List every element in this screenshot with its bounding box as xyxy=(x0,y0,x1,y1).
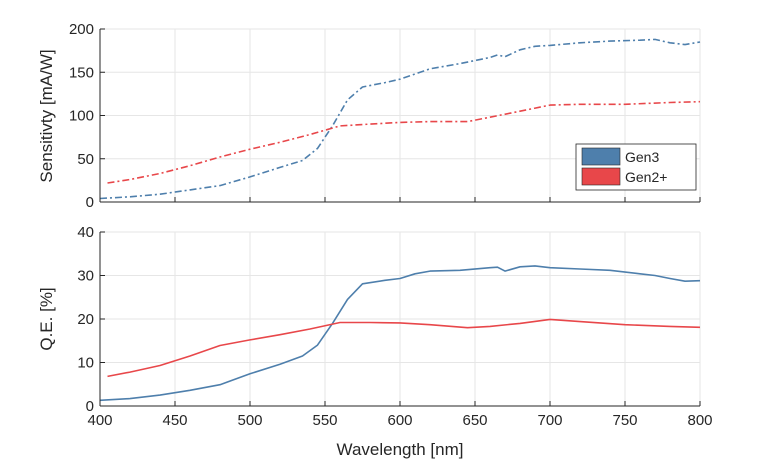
qe-xtick-label: 450 xyxy=(162,412,187,429)
qe-tick-labels: 400 450 500 550 600 650 700 750 800 0 10 20 30 40 xyxy=(77,224,712,429)
qe-xtick-label: 550 xyxy=(312,412,337,429)
sensitivity-ytick-label: 50 xyxy=(77,151,94,168)
sensitivity-ytick-label: 150 xyxy=(69,64,94,81)
qe-axes xyxy=(99,231,701,407)
qe-ytick-label: 30 xyxy=(77,268,94,285)
legend-swatch-gen3 xyxy=(581,147,621,166)
sensitivity-series-gen3 xyxy=(99,38,701,200)
legend-label-gen3: Gen3 xyxy=(625,149,659,165)
qe-xtick-label: 650 xyxy=(462,412,487,429)
qe-ytick-label: 20 xyxy=(77,311,94,328)
qe-ylabel: Q.E. [%] xyxy=(37,287,56,350)
qe-series-gen2plus xyxy=(107,318,701,378)
legend: Gen3 Gen2+ xyxy=(575,143,697,191)
sensitivity-panel: 0 50 100 150 200 Sensitivty [mA/W] xyxy=(37,21,701,211)
sensitivity-axes xyxy=(99,28,701,203)
qe-xtick-label: 750 xyxy=(612,412,637,429)
qe-series-gen3 xyxy=(99,265,701,402)
sensitivity-ytick-label: 100 xyxy=(69,108,94,125)
legend-label-gen2plus: Gen2+ xyxy=(625,169,667,185)
qe-xtick-label: 800 xyxy=(687,412,712,429)
qe-ytick-label: 10 xyxy=(77,355,94,372)
qe-lines xyxy=(99,265,701,402)
sensitivity-ytick-label: 0 xyxy=(86,194,94,211)
sensitivity-ylabel: Sensitivty [mA/W] xyxy=(37,49,56,182)
sensitivity-ytick-label: 200 xyxy=(69,21,94,38)
qe-xtick-label: 600 xyxy=(387,412,412,429)
sensitivity-lines xyxy=(99,38,701,200)
qe-xtick-label: 700 xyxy=(537,412,562,429)
x-axis-label: Wavelength [nm] xyxy=(337,440,464,459)
qe-xtick-label: 500 xyxy=(237,412,262,429)
qe-xtick-label: 400 xyxy=(87,412,112,429)
legend-swatch-gen2plus xyxy=(581,167,621,186)
sensitivity-tick-labels: 0 50 100 150 200 xyxy=(69,21,94,211)
qe-ytick-label: 0 xyxy=(86,398,94,415)
qe-panel: 400 450 500 550 600 650 700 750 800 0 10 20 30 40 Q.E… xyxy=(37,224,713,429)
qe-ytick-label: 40 xyxy=(77,224,94,241)
sensitivity-series-gen2plus xyxy=(107,100,701,184)
